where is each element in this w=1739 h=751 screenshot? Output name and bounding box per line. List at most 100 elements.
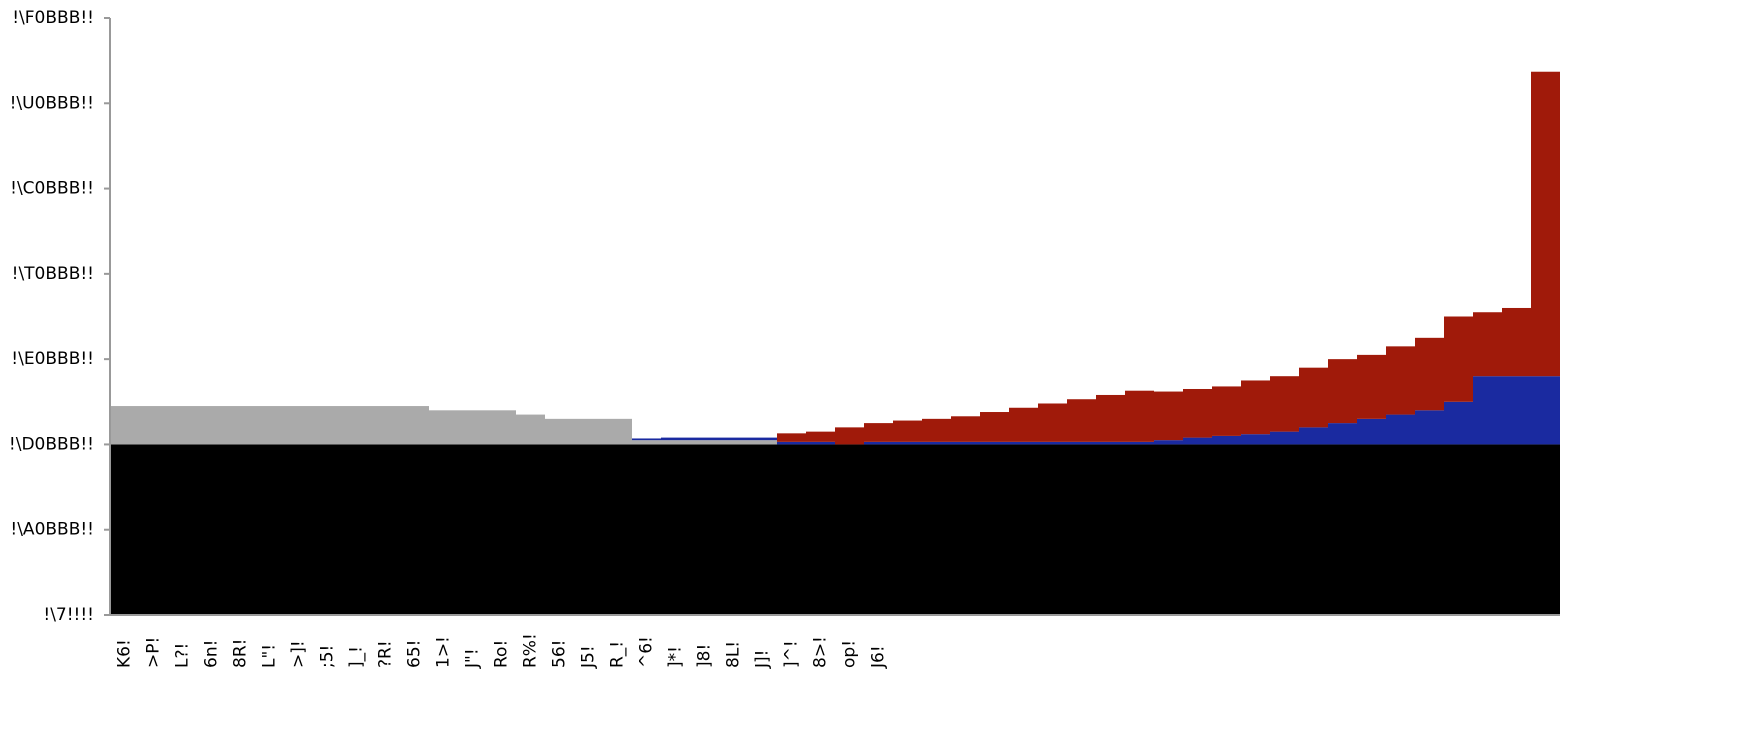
bar-segment (1473, 444, 1502, 615)
bar-segment (284, 406, 313, 445)
bar-segment (139, 444, 168, 615)
bar-segment (1444, 316, 1473, 402)
bar-segment (139, 406, 168, 445)
bar-segment (313, 406, 342, 445)
bar-segment (661, 440, 690, 445)
x-tick-label: ^6! (637, 636, 657, 668)
bar-segment (429, 410, 458, 445)
y-tick-label: !\C0BBB!! (10, 179, 94, 199)
bar-segment (1357, 354, 1386, 419)
bar-segment (777, 441, 806, 445)
bar-segment (632, 444, 661, 615)
bar-segment (719, 440, 748, 445)
bar-segment (1502, 307, 1531, 377)
x-tick-label: 1>! (434, 636, 454, 668)
bar-segment (1502, 444, 1531, 615)
x-tick-label: J]! (753, 650, 773, 669)
bar-segment (1415, 410, 1444, 445)
x-tick-label: ;5! (318, 645, 338, 668)
bar-segment (255, 444, 284, 615)
bar-segment (110, 444, 139, 615)
bar-segment (458, 410, 487, 445)
bar-segment (574, 444, 603, 615)
bar-segment (545, 418, 574, 445)
bar-segment (951, 444, 980, 615)
x-tick-label: 6n! (202, 640, 222, 668)
bar-segment (1328, 359, 1357, 424)
bar-segment (1212, 444, 1241, 615)
bar-segment (342, 406, 371, 445)
bar-segment (313, 444, 342, 615)
bar-segment (1009, 407, 1038, 442)
bar-segment (1154, 440, 1183, 445)
bar-segment (1009, 444, 1038, 615)
bar-segment (458, 444, 487, 615)
bar-segment (922, 418, 951, 442)
x-tick-label: K6! (115, 639, 135, 668)
bar-segment (1357, 444, 1386, 615)
bar-segment (1386, 444, 1415, 615)
bar-segment (1125, 444, 1154, 615)
x-tick-label: 8>! (811, 636, 831, 668)
bar-segment (1328, 423, 1357, 445)
x-tick-label: ]^! (782, 640, 802, 668)
bar-segment (197, 444, 226, 615)
bar-segment (893, 444, 922, 615)
bar-segment (226, 406, 255, 445)
bar-segment (748, 440, 777, 445)
bar-segment (168, 444, 197, 615)
bar-segment (400, 444, 429, 615)
bar-segment (1096, 441, 1125, 445)
bar-segment (1125, 441, 1154, 445)
bar-segment (690, 437, 719, 441)
bar-segment (1299, 444, 1328, 615)
bar-segment (400, 406, 429, 445)
bar-segment (893, 420, 922, 442)
bar-segment (226, 444, 255, 615)
bar-segment (487, 410, 516, 445)
bar-segment (1183, 437, 1212, 445)
x-tick-label: 8L! (724, 641, 744, 668)
bar-segment (690, 444, 719, 615)
bar-segment (748, 444, 777, 615)
x-tick-label: ]_! (347, 646, 367, 668)
x-tick-label: 56! (550, 640, 570, 668)
y-tick-label: !\T0BBB!! (12, 264, 94, 284)
bar-segment (1009, 441, 1038, 445)
bar-segment (197, 406, 226, 445)
bar-segment (1444, 401, 1473, 445)
y-tick-label: !\D0BBB!! (9, 434, 94, 454)
bar-segment (1531, 444, 1560, 615)
bar-segment (777, 444, 806, 615)
x-tick-label: ?R! (376, 640, 396, 668)
bar-segment (1531, 71, 1560, 377)
bar-segment (1212, 435, 1241, 445)
bar-segment (1241, 380, 1270, 435)
bar-segment (951, 441, 980, 445)
bar-segment (980, 441, 1009, 445)
bar-segment (284, 444, 313, 615)
bar-segment (661, 437, 690, 441)
bar-segment (603, 444, 632, 615)
bar-segment (1357, 418, 1386, 445)
bar-segment (545, 444, 574, 615)
bar-segment (835, 427, 864, 445)
bar-segment (1531, 376, 1560, 445)
x-tick-label: ]8! (695, 644, 715, 668)
bar-segment (1444, 444, 1473, 615)
bar-segment (1183, 444, 1212, 615)
bar-segment (1154, 444, 1183, 615)
bar-segment (1415, 444, 1444, 615)
bar-segment (1270, 431, 1299, 445)
x-tick-label: Ro! (492, 640, 512, 668)
bar-segment (516, 444, 545, 615)
bar-segment (342, 444, 371, 615)
x-tick-label: J6! (869, 645, 889, 669)
bar-segment (719, 444, 748, 615)
bar-segment (1038, 444, 1067, 615)
bar-segment (1067, 399, 1096, 442)
bar-segment (632, 438, 661, 441)
x-tick-label: ]*! (666, 646, 686, 668)
